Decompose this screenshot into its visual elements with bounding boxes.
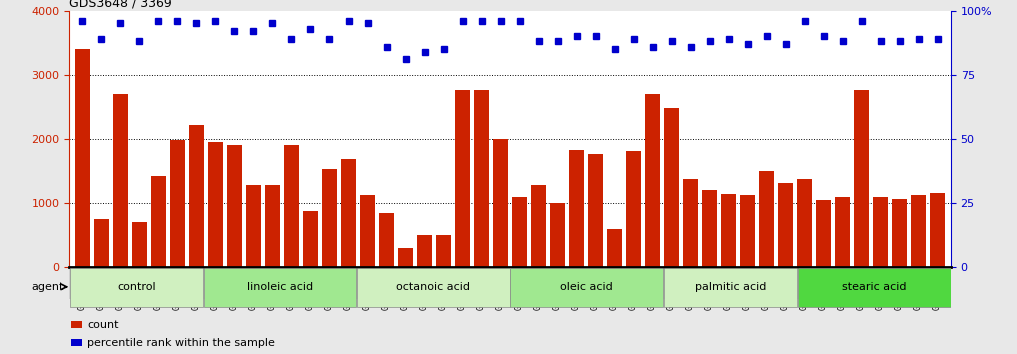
Text: palmitic acid: palmitic acid xyxy=(695,282,766,292)
Bar xyxy=(69,268,203,307)
Bar xyxy=(874,197,888,267)
Text: octanoic acid: octanoic acid xyxy=(397,282,470,292)
Bar xyxy=(835,197,850,267)
Bar xyxy=(95,219,109,267)
Bar xyxy=(170,140,185,267)
Bar xyxy=(265,185,280,267)
Bar xyxy=(246,185,260,267)
Bar xyxy=(703,190,717,267)
Bar xyxy=(646,94,660,267)
Bar xyxy=(683,179,698,267)
Bar xyxy=(493,139,507,267)
Bar xyxy=(436,235,451,267)
Bar xyxy=(379,213,394,267)
Bar xyxy=(798,268,951,307)
Bar xyxy=(893,199,907,267)
Bar xyxy=(456,90,470,267)
Bar xyxy=(607,229,621,267)
Text: control: control xyxy=(117,282,156,292)
Bar xyxy=(189,125,203,267)
Bar xyxy=(740,195,755,267)
Bar xyxy=(664,268,797,307)
Bar xyxy=(760,171,774,267)
Bar xyxy=(513,197,527,267)
Bar xyxy=(357,268,510,307)
Bar xyxy=(285,145,299,267)
Bar xyxy=(626,151,641,267)
Bar xyxy=(721,194,735,267)
Bar xyxy=(69,267,951,299)
Bar xyxy=(931,194,945,267)
Text: percentile rank within the sample: percentile rank within the sample xyxy=(87,338,275,348)
Text: GDS3648 / 3369: GDS3648 / 3369 xyxy=(69,0,172,10)
Bar xyxy=(203,268,356,307)
Bar xyxy=(550,203,564,267)
Bar xyxy=(797,179,812,267)
Bar xyxy=(817,200,831,267)
Bar xyxy=(342,159,356,267)
Bar xyxy=(911,195,925,267)
Bar xyxy=(152,176,166,267)
Text: count: count xyxy=(87,320,118,330)
Bar xyxy=(360,195,374,267)
Text: agent: agent xyxy=(32,282,64,292)
Bar xyxy=(208,142,223,267)
Bar xyxy=(570,150,584,267)
Bar xyxy=(854,90,869,267)
Text: oleic acid: oleic acid xyxy=(560,282,613,292)
Bar xyxy=(778,183,792,267)
Bar xyxy=(132,222,146,267)
Bar xyxy=(113,94,127,267)
Text: stearic acid: stearic acid xyxy=(842,282,906,292)
Bar xyxy=(71,321,81,328)
Bar xyxy=(474,90,488,267)
Bar xyxy=(589,154,603,267)
Bar xyxy=(511,268,663,307)
Bar xyxy=(75,49,89,267)
Bar xyxy=(664,108,678,267)
Bar xyxy=(399,248,413,267)
Bar xyxy=(71,339,81,346)
Bar xyxy=(228,145,242,267)
Text: linoleic acid: linoleic acid xyxy=(247,282,313,292)
Bar xyxy=(322,169,337,267)
Bar xyxy=(417,235,431,267)
Bar xyxy=(303,211,317,267)
Bar xyxy=(532,185,546,267)
